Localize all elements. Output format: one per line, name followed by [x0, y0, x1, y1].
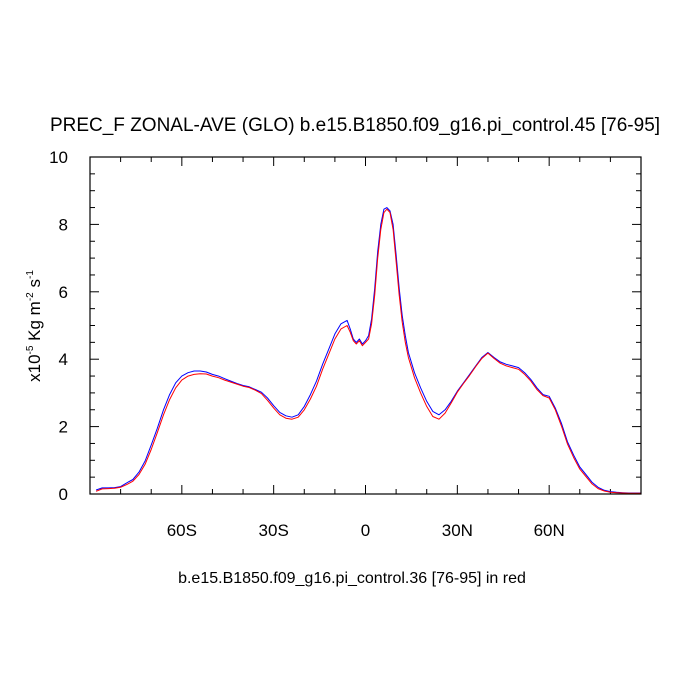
- y-axis-label-unit-kg-m: Kg m: [25, 301, 44, 345]
- y-axis-label-unit-s: s: [25, 279, 44, 292]
- y-tick-labels: 0 2 4 6 8 10: [49, 148, 68, 504]
- plot-frame: [89, 156, 642, 495]
- x-axis-label: b.e15.B1850.f09_g16.pi_control.36 [76-95…: [178, 570, 526, 587]
- y-axis-label-prefix: x10: [25, 354, 44, 381]
- x-tick-label: 60N: [534, 521, 565, 540]
- y-tick-label: 0: [59, 485, 68, 504]
- y-axis-label-exponent-3: -1: [25, 270, 36, 279]
- y-tick-label: 8: [59, 215, 68, 234]
- x-tick-label: 60S: [167, 521, 197, 540]
- y-tick-label: 2: [59, 418, 68, 437]
- y-tick-label: 4: [59, 350, 68, 369]
- x-tick-label: 30S: [259, 521, 289, 540]
- x-tick-label: 30N: [442, 521, 473, 540]
- y-axis-label-exponent-1: -5: [25, 345, 36, 354]
- x-tick-label: 0: [361, 521, 370, 540]
- series-line-blue: [95, 207, 641, 494]
- y-tick-label: 10: [49, 148, 68, 167]
- y-axis-label-exponent-2: -2: [25, 292, 36, 301]
- series-layer: [95, 207, 641, 494]
- chart-title: PREC_F ZONAL-AVE (GLO) b.e15.B1850.f09_g…: [50, 115, 660, 136]
- y-axis-label: x10-5 Kg m-2 s-1: [25, 270, 44, 382]
- axis-ticks: [89, 156, 642, 495]
- y-tick-label: 6: [59, 283, 68, 302]
- x-tick-labels: 60S 30S 0 30N 60N: [167, 521, 565, 540]
- series-line-red: [95, 208, 641, 494]
